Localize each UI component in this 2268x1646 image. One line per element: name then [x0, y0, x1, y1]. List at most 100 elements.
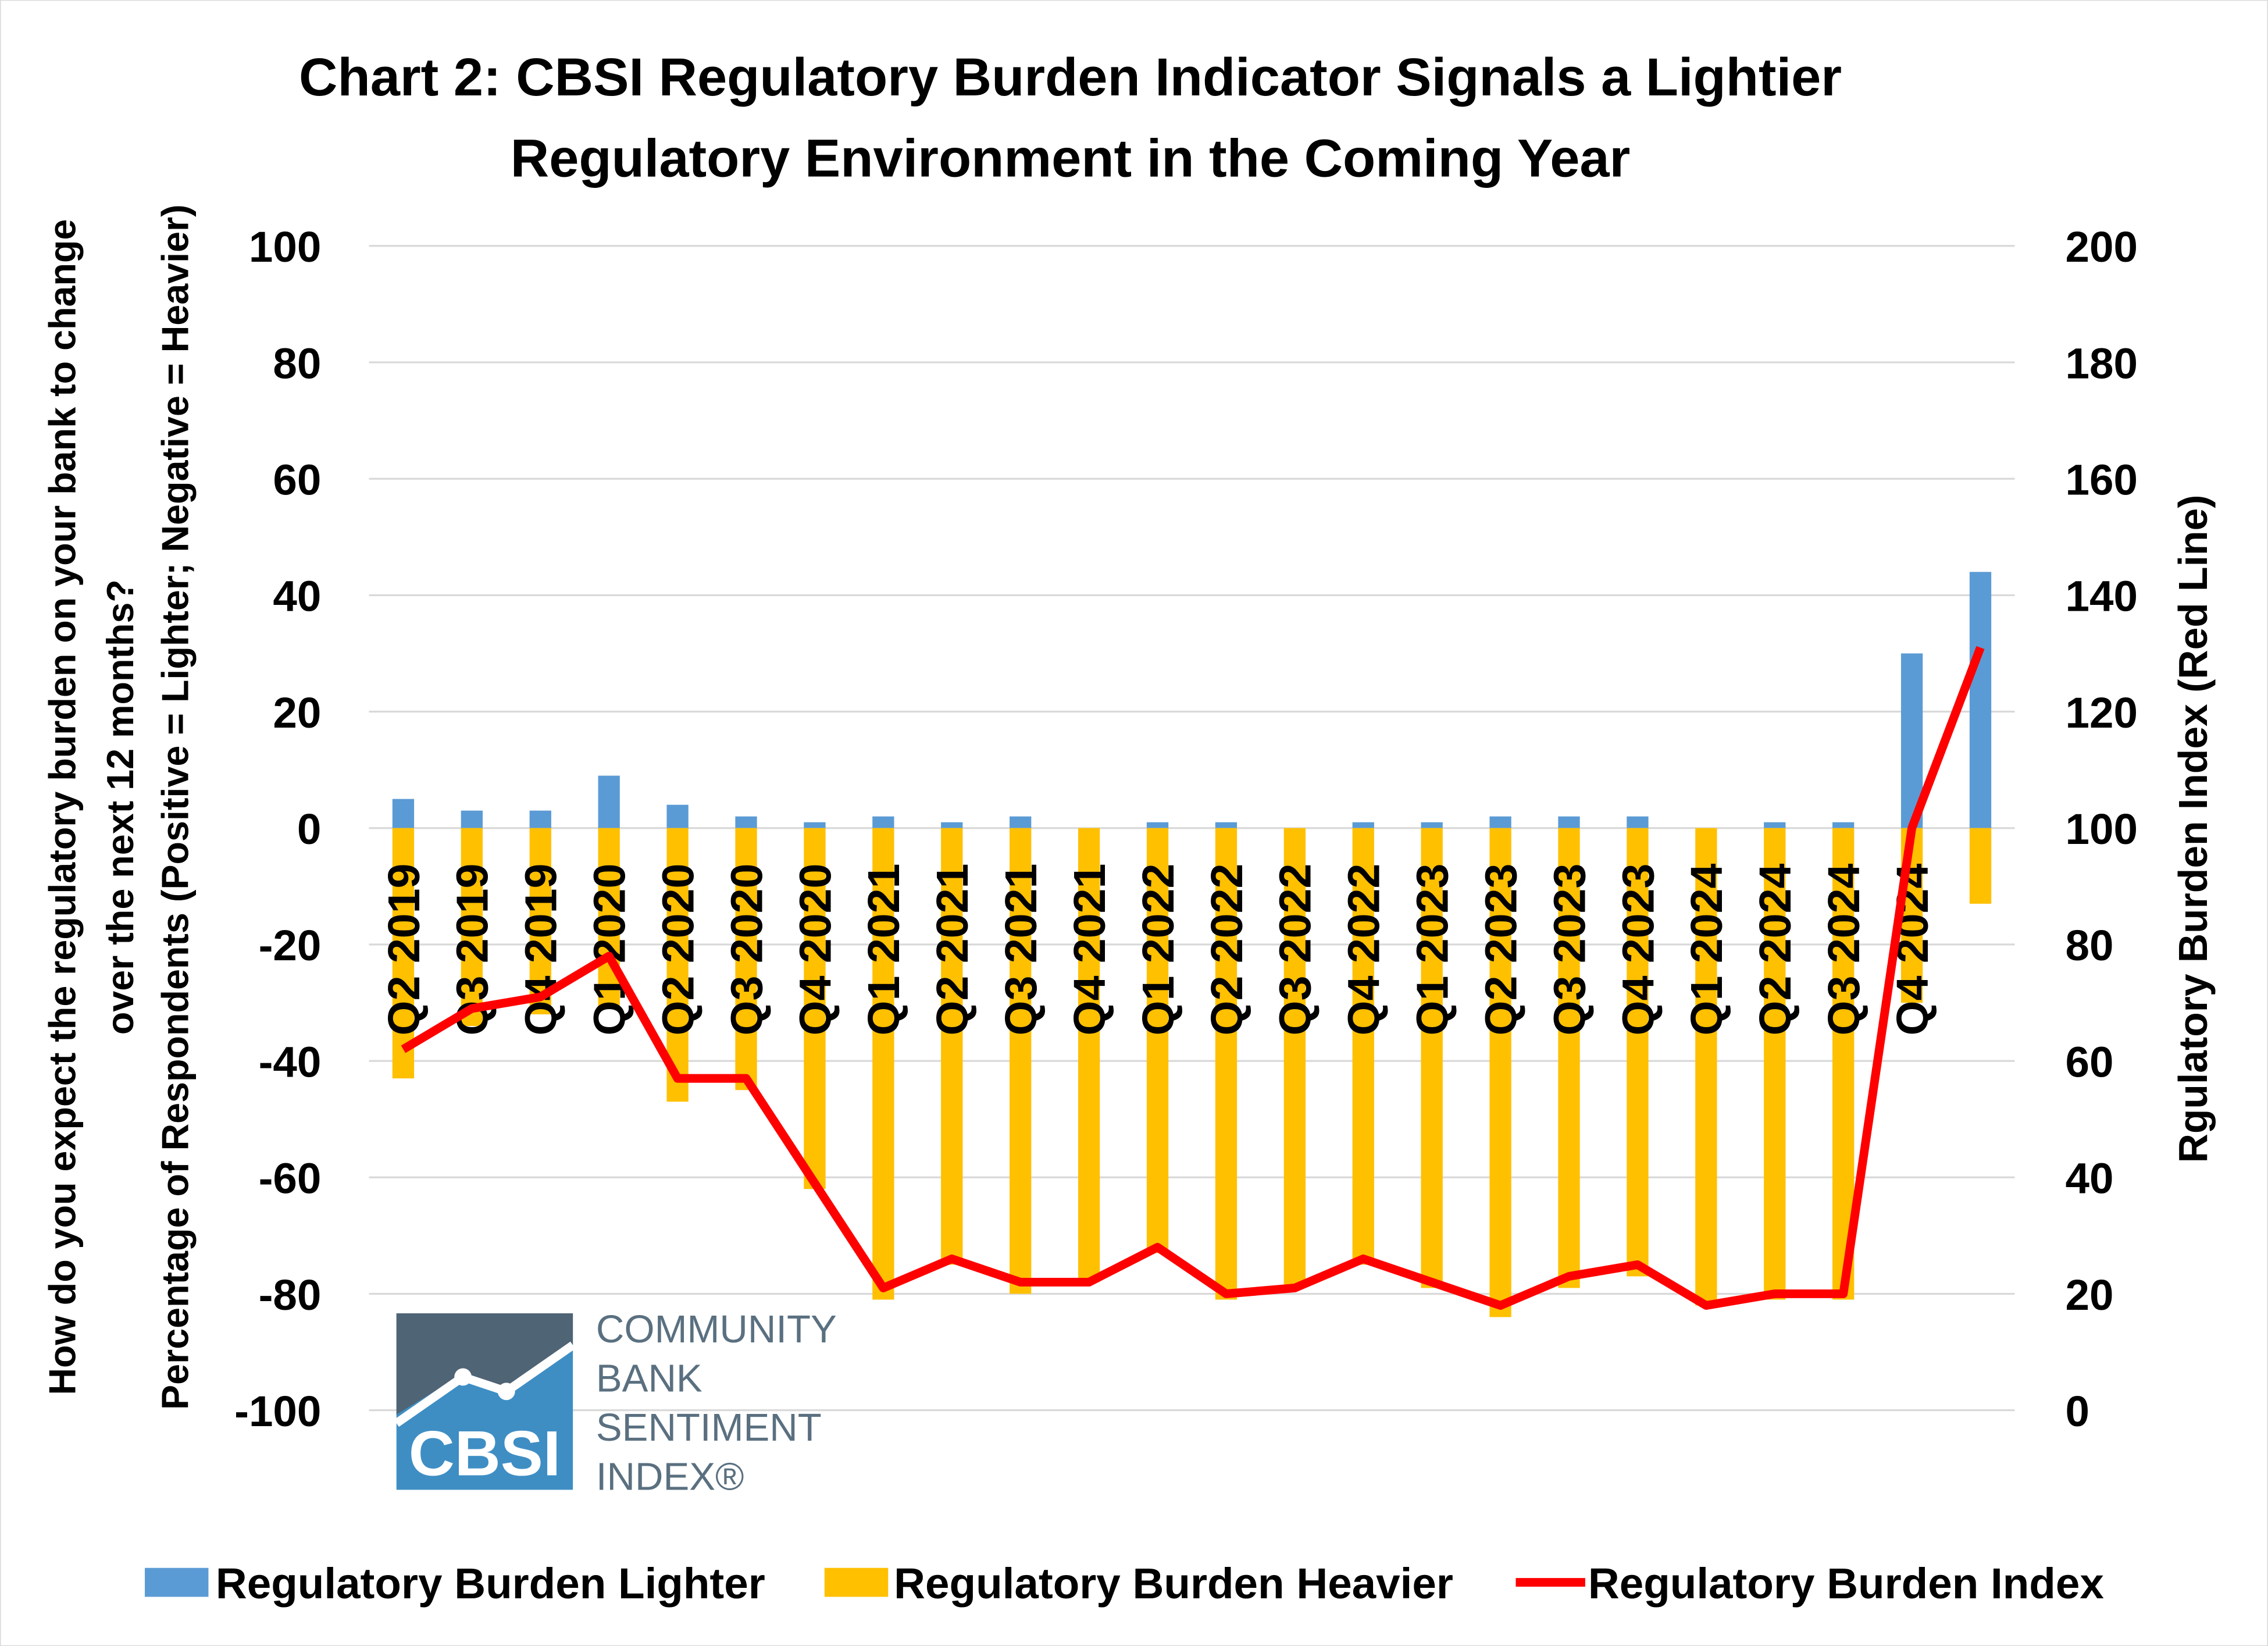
x-tick-label: Q4 2021 [1065, 864, 1115, 1036]
bar-heavier [1146, 828, 1169, 1253]
bar-lighter [1352, 822, 1374, 828]
bar-heavier [872, 828, 894, 1300]
legend-label-heavier: Regulatory Burden Heavier [894, 1559, 1453, 1608]
x-tick-label: Q4 2020 [790, 864, 840, 1036]
bar-lighter [392, 799, 415, 828]
bar-heavier [1215, 828, 1238, 1300]
y2-tick-label: 40 [2066, 1154, 2114, 1203]
y2-tick-label: 140 [2066, 572, 2138, 621]
x-tick-label: Q1 2024 [1682, 864, 1732, 1036]
y-tick-label: -60 [259, 1154, 322, 1203]
x-tick-label: Q3 2021 [996, 864, 1046, 1036]
bar-lighter [1627, 816, 1649, 828]
y-tick-label: 80 [273, 339, 321, 387]
bar-lighter [1215, 822, 1238, 828]
bar-lighter [1489, 816, 1511, 828]
logo-mark-text: CBSI [409, 1419, 561, 1490]
bar-lighter [1146, 822, 1169, 828]
x-tick-label: Q4 2022 [1339, 864, 1389, 1036]
y-tick-label: -20 [259, 921, 322, 970]
y-tick-label: 40 [273, 572, 321, 621]
y2-tick-label: 20 [2066, 1270, 2114, 1319]
bar-heavier [1489, 828, 1511, 1317]
y2-tick-label: 100 [2066, 804, 2138, 853]
logo-line4: INDEX® [596, 1455, 744, 1498]
x-tick-label: Q3 2024 [1819, 864, 1869, 1036]
y-axis-label-line1: How do you expect the regulatory burden … [41, 219, 84, 1395]
legend-label-index: Regulatory Burden Index [1588, 1559, 2104, 1608]
legend-swatch-heavier [824, 1567, 889, 1597]
index-line [401, 646, 1985, 1310]
y2-tick-label: 80 [2066, 921, 2114, 970]
bar-heavier [804, 828, 826, 1189]
bar-heavier [666, 828, 689, 1102]
bar-lighter [1969, 572, 1992, 828]
y-tick-label: 0 [297, 804, 322, 853]
y-tick-label: 100 [249, 222, 321, 271]
legend-label-lighter: Regulatory Burden Lighter [216, 1559, 765, 1608]
x-tick-label: Q1 2021 [859, 864, 909, 1036]
y-tick-label: -80 [259, 1270, 322, 1319]
chart-title-line1: Chart 2: CBSI Regulatory Burden Indicato… [299, 48, 1842, 107]
bar-heavier [1969, 828, 1992, 904]
bar-heavier [1283, 828, 1306, 1288]
bar-heavier [461, 828, 483, 1027]
x-tick-label: Q3 2020 [722, 864, 772, 1036]
x-tick-label: Q2 2024 [1750, 864, 1800, 1036]
bar-lighter [666, 804, 689, 828]
x-tick-label: Q1 2020 [585, 864, 635, 1036]
x-tick-label: Q3 2023 [1545, 864, 1595, 1036]
bar-lighter [872, 816, 894, 828]
x-tick-label: Q1 2022 [1133, 864, 1183, 1036]
bar-heavier [1352, 828, 1374, 1265]
x-tick-label: Q4 2023 [1613, 864, 1663, 1036]
bar-lighter [804, 822, 826, 828]
y-axis-label-line3: Percentage of Respondents (Positive = Li… [154, 204, 197, 1410]
logo-line2: BANK [596, 1356, 702, 1400]
bar-heavier [1010, 828, 1032, 1294]
x-tick-label: Q3 2022 [1271, 864, 1321, 1036]
y-axis-label-line2: over the next 12 months? [99, 579, 141, 1035]
bar-heavier [1421, 828, 1443, 1288]
cbsi-logo: CBSI COMMUNITY BANK SENTIMENT INDEX® [394, 1307, 837, 1498]
y-tick-label: 60 [273, 455, 321, 504]
x-tick-label: Q2 2019 [379, 864, 429, 1036]
x-tick-label: Q2 2023 [1476, 864, 1526, 1036]
bar-lighter [461, 810, 483, 828]
bar-lighter [1558, 816, 1580, 828]
bar-heavier [1764, 828, 1786, 1300]
legend: Regulatory Burden Lighter Regulatory Bur… [145, 1559, 2104, 1608]
bar-lighter [1832, 822, 1855, 828]
bar-lighter [735, 816, 757, 828]
y-tick-label: -40 [259, 1037, 322, 1086]
x-tick-label: Q2 2021 [928, 864, 978, 1036]
y2-tick-label: 180 [2066, 339, 2138, 387]
bar-heavier [1558, 828, 1580, 1288]
y2-tick-label: 120 [2066, 688, 2138, 737]
bar-heavier [1078, 828, 1100, 1282]
bar-lighter [1421, 822, 1443, 828]
x-tick-label: Q2 2022 [1202, 864, 1252, 1036]
legend-swatch-lighter [145, 1567, 209, 1597]
bar-lighter [1010, 816, 1032, 828]
bar-heavier [941, 828, 963, 1265]
logo-line3: SENTIMENT [596, 1406, 822, 1449]
y-tick-label: 20 [273, 688, 321, 737]
y2-tick-label: 0 [2066, 1387, 2090, 1435]
y2-tick-label: 60 [2066, 1037, 2114, 1086]
bar-lighter [941, 822, 963, 828]
y2-tick-label: 160 [2066, 455, 2138, 504]
x-tick-label: Q4 2019 [516, 864, 566, 1036]
bar-heavier [598, 828, 620, 1009]
bar-heavier [1627, 828, 1649, 1277]
bar-lighter [598, 775, 620, 828]
y-tick-label: -100 [234, 1387, 321, 1435]
bar-lighter [1764, 822, 1786, 828]
bar-heavier [392, 828, 415, 1079]
y2-axis-label: Rgulatory Burden Index (Red Line) [2170, 495, 2216, 1163]
logo-line1: COMMUNITY [596, 1307, 837, 1351]
y2-tick-label: 200 [2066, 222, 2138, 271]
bar-heavier [529, 828, 551, 1015]
